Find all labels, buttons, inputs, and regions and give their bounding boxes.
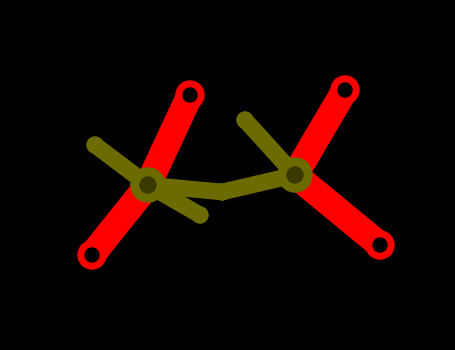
Circle shape: [85, 248, 99, 262]
Circle shape: [278, 158, 312, 192]
Circle shape: [287, 167, 303, 183]
Circle shape: [366, 231, 394, 259]
Circle shape: [176, 81, 204, 109]
Circle shape: [87, 137, 103, 153]
Circle shape: [214, 184, 230, 200]
Circle shape: [338, 83, 352, 97]
Circle shape: [331, 76, 359, 104]
Circle shape: [78, 241, 106, 269]
Circle shape: [373, 238, 387, 252]
Circle shape: [183, 88, 197, 102]
Circle shape: [237, 112, 253, 128]
Circle shape: [140, 177, 156, 193]
Circle shape: [131, 168, 165, 202]
Circle shape: [192, 207, 208, 223]
